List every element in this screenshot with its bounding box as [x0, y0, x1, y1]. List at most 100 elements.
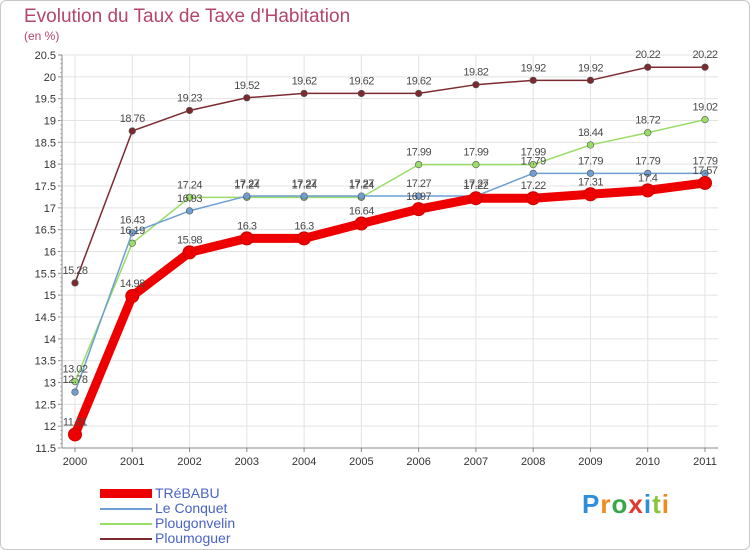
data-point-trebabu — [526, 191, 541, 206]
legend-label-plougonvelin: Plougonvelin — [155, 515, 236, 531]
y-tick-label: 12.5 — [35, 399, 56, 411]
data-point-trebabu — [297, 231, 312, 246]
data-label-le-conquet: 17.27 — [349, 178, 374, 190]
data-point-trebabu — [468, 191, 483, 206]
data-label-trebabu: 15.98 — [177, 234, 202, 246]
data-point-le-conquet — [357, 192, 365, 200]
data-label-ploumoguer: 18.76 — [120, 113, 145, 125]
y-tick-label: 15.5 — [35, 268, 56, 280]
data-label-le-conquet: 17.27 — [292, 178, 317, 190]
data-point-ploumoguer — [644, 63, 652, 71]
data-label-trebabu: 17.31 — [578, 176, 603, 188]
data-point-trebabu — [125, 289, 140, 304]
data-label-le-conquet: 16.93 — [177, 193, 202, 205]
x-tick-label: 2006 — [406, 456, 430, 468]
data-label-plougonvelin: 18.44 — [578, 127, 603, 139]
y-tick-label: 20.5 — [35, 50, 56, 62]
data-point-plougonvelin — [185, 193, 194, 201]
data-point-plougonvelin — [701, 116, 709, 124]
data-point-ploumoguer — [128, 127, 136, 135]
data-point-ploumoguer — [415, 89, 423, 98]
data-label-plougonvelin: 17.24 — [234, 179, 259, 191]
x-tick-label: 2000 — [63, 456, 87, 468]
data-point-trebabu — [239, 231, 254, 246]
data-point-plougonvelin — [529, 161, 537, 169]
data-label-trebabu: 14.98 — [120, 278, 145, 290]
data-point-trebabu — [68, 427, 82, 442]
data-label-plougonvelin: 19.02 — [692, 102, 717, 114]
proxiti-logo: Proxiti — [582, 489, 670, 519]
x-tick-label: 2002 — [177, 456, 201, 468]
data-point-trebabu — [354, 216, 369, 231]
y-tick-label: 20 — [44, 72, 56, 84]
data-label-ploumoguer: 20.22 — [692, 49, 717, 61]
data-point-ploumoguer — [357, 89, 365, 98]
legend-swatch-plougonvelin — [100, 523, 152, 525]
data-point-plougonvelin — [586, 141, 595, 149]
legend-label-trebabu: TRéBABU — [155, 485, 220, 501]
y-tick-label: 17 — [44, 203, 56, 215]
data-label-trebabu: 11.81 — [63, 416, 88, 428]
x-tick-label: 2005 — [349, 456, 373, 468]
data-label-le-conquet: 17.79 — [578, 155, 603, 167]
y-tick-label: 14.5 — [35, 312, 56, 324]
data-label-le-conquet: 17.79 — [521, 155, 546, 167]
data-label-le-conquet: 17.79 — [635, 155, 660, 167]
y-tick-label: 19.5 — [35, 94, 56, 106]
x-tick-label: 2009 — [578, 456, 602, 468]
y-tick-label: 13 — [44, 378, 56, 390]
y-tick-label: 17.5 — [35, 181, 56, 193]
data-point-le-conquet — [415, 192, 423, 200]
data-label-trebabu: 16.3 — [237, 220, 257, 232]
y-tick-label: 18.5 — [35, 137, 56, 149]
y-tick-label: 16.5 — [35, 225, 56, 237]
y-tick-label: 13.5 — [35, 356, 56, 368]
legend-swatch-ploumoguer — [100, 538, 152, 540]
series-line-le-conquet — [74, 172, 706, 393]
data-label-plougonvelin: 18.72 — [635, 115, 660, 127]
series-line-plougonvelin — [74, 118, 706, 383]
data-point-le-conquet — [529, 169, 537, 177]
data-label-plougonvelin: 17.99 — [406, 147, 431, 159]
data-point-ploumoguer — [586, 76, 595, 84]
data-point-le-conquet — [71, 388, 79, 396]
y-tick-label: 16 — [44, 247, 56, 259]
legend-swatch-trebabu — [100, 489, 152, 498]
data-label-le-conquet: 16.43 — [120, 215, 145, 227]
data-point-ploumoguer — [243, 94, 251, 102]
data-point-plougonvelin — [415, 161, 423, 169]
data-label-le-conquet: 17.27 — [463, 178, 488, 190]
y-tick-label: 14 — [44, 334, 56, 346]
data-label-plougonvelin: 17.24 — [177, 179, 202, 191]
data-point-ploumoguer — [185, 106, 194, 115]
chart-title: Evolution du Taux de Taxe d'Habitation — [24, 6, 351, 27]
data-label-ploumoguer: 19.92 — [578, 62, 603, 74]
data-point-le-conquet — [243, 192, 251, 200]
x-tick-label: 2001 — [120, 456, 144, 468]
data-point-trebabu — [182, 245, 197, 260]
data-label-plougonvelin: 17.24 — [349, 179, 374, 191]
y-tick-label: 15 — [44, 290, 56, 302]
x-tick-label: 2003 — [235, 456, 259, 468]
data-point-ploumoguer — [71, 279, 79, 287]
series-line-ploumoguer — [74, 66, 706, 284]
x-tick-label: 2004 — [292, 456, 316, 468]
chart-subtitle: (en %) — [24, 29, 60, 43]
data-point-le-conquet — [586, 169, 595, 177]
data-label-plougonvelin: 13.02 — [62, 364, 87, 376]
series-line-trebabu — [70, 178, 710, 439]
data-point-le-conquet — [185, 207, 194, 215]
x-tick-label: 2007 — [464, 456, 488, 468]
legend-label-ploumoguer: Ploumoguer — [155, 530, 231, 546]
data-point-ploumoguer — [529, 76, 537, 84]
x-tick-label: 2008 — [521, 456, 545, 468]
data-point-le-conquet — [128, 229, 136, 237]
y-tick-label: 11.5 — [35, 443, 56, 455]
data-label-plougonvelin: 17.99 — [463, 147, 488, 159]
legend-label-le-conquet: Le Conquet — [155, 500, 228, 516]
data-label-trebabu: 17.57 — [692, 165, 717, 177]
data-label-ploumoguer: 19.82 — [463, 67, 488, 79]
data-label-ploumoguer: 19.62 — [406, 75, 431, 87]
data-label-ploumoguer: 19.52 — [234, 80, 259, 92]
